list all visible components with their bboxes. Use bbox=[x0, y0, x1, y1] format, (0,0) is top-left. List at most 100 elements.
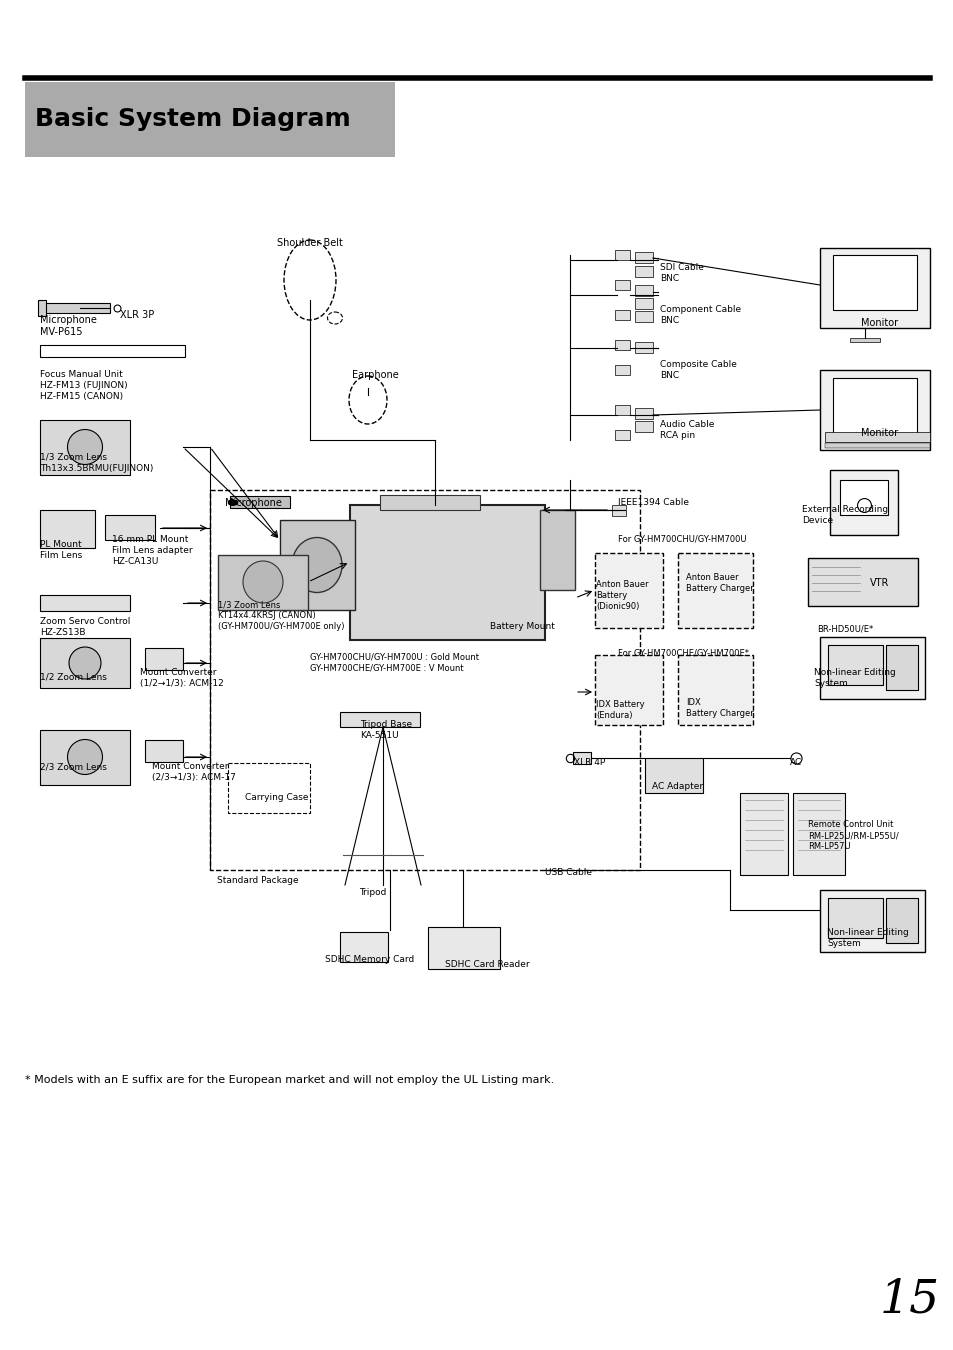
Bar bbox=[615, 340, 629, 350]
Text: Component Cable
BNC: Component Cable BNC bbox=[659, 305, 740, 325]
Bar bbox=[827, 898, 882, 938]
Text: External Recording
Device: External Recording Device bbox=[801, 505, 887, 525]
Bar bbox=[145, 740, 183, 761]
Text: Mount Converter
(1/2→1/3): ACM-12: Mount Converter (1/2→1/3): ACM-12 bbox=[140, 668, 224, 688]
Bar bbox=[635, 421, 652, 432]
Text: Carrying Case: Carrying Case bbox=[245, 792, 308, 802]
Text: Zoom Servo Control
HZ-ZS13B: Zoom Servo Control HZ-ZS13B bbox=[40, 617, 131, 637]
Bar bbox=[615, 279, 629, 290]
Text: AC Adapter: AC Adapter bbox=[652, 782, 702, 791]
Text: XLR 3P: XLR 3P bbox=[120, 310, 154, 320]
Bar bbox=[827, 645, 882, 684]
Text: IEEE1394 Cable: IEEE1394 Cable bbox=[618, 498, 688, 508]
Bar bbox=[635, 252, 652, 263]
Text: SDI Cable
BNC: SDI Cable BNC bbox=[659, 263, 703, 284]
Bar bbox=[615, 250, 629, 261]
Text: * Models with an E suffix are for the European market and will not employ the UL: * Models with an E suffix are for the Eu… bbox=[25, 1075, 554, 1085]
Bar bbox=[539, 510, 575, 590]
Bar bbox=[339, 711, 419, 728]
Bar bbox=[678, 655, 752, 725]
Text: 15: 15 bbox=[879, 1277, 939, 1323]
Text: Remote Control Unit
RM-LP25U/RM-LP55U/
RM-LP57U: Remote Control Unit RM-LP25U/RM-LP55U/ R… bbox=[807, 819, 898, 852]
Bar bbox=[885, 898, 917, 944]
Bar bbox=[210, 490, 639, 869]
Bar bbox=[824, 432, 929, 441]
Bar bbox=[615, 310, 629, 320]
Text: Composite Cable
BNC: Composite Cable BNC bbox=[659, 360, 736, 381]
Bar bbox=[644, 757, 702, 792]
Bar bbox=[595, 554, 662, 628]
Bar bbox=[38, 300, 46, 316]
Text: SDHC Memory Card: SDHC Memory Card bbox=[325, 954, 415, 964]
Bar bbox=[615, 431, 629, 440]
Text: 2/3 Zoom Lens: 2/3 Zoom Lens bbox=[40, 761, 107, 771]
Bar bbox=[228, 763, 310, 813]
Text: 1/3 Zoom Lens
Th13x3.5BRMU(FUJINON): 1/3 Zoom Lens Th13x3.5BRMU(FUJINON) bbox=[40, 454, 153, 472]
Bar bbox=[379, 495, 479, 510]
Bar bbox=[678, 554, 752, 628]
Bar bbox=[824, 443, 929, 448]
Text: Non-linear Editing
System: Non-linear Editing System bbox=[826, 927, 908, 948]
Bar bbox=[740, 792, 787, 875]
Text: XLR 4P: XLR 4P bbox=[574, 757, 604, 767]
Text: Earphone: Earphone bbox=[352, 370, 398, 379]
Text: 1/2 Zoom Lens: 1/2 Zoom Lens bbox=[40, 672, 107, 680]
Ellipse shape bbox=[243, 562, 283, 603]
Bar bbox=[40, 510, 95, 548]
Bar bbox=[832, 378, 916, 433]
Bar bbox=[339, 931, 388, 963]
Text: For GY-HM700CHU/GY-HM700U: For GY-HM700CHU/GY-HM700U bbox=[618, 535, 745, 544]
Text: Mount Converter
(2/3→1/3): ACM-17: Mount Converter (2/3→1/3): ACM-17 bbox=[152, 761, 235, 782]
Text: BR-HD50U/E*: BR-HD50U/E* bbox=[816, 625, 872, 634]
Bar bbox=[635, 298, 652, 309]
Text: AC: AC bbox=[789, 757, 801, 767]
Text: Anton Bauer
Battery
(Dionic90): Anton Bauer Battery (Dionic90) bbox=[596, 580, 648, 612]
Bar bbox=[612, 505, 625, 516]
Bar bbox=[573, 752, 590, 764]
Bar bbox=[840, 481, 887, 514]
Text: SDHC Card Reader: SDHC Card Reader bbox=[444, 960, 529, 969]
Text: GY-HM700CHU/GY-HM700U : Gold Mount
GY-HM700CHE/GY-HM700E : V Mount: GY-HM700CHU/GY-HM700U : Gold Mount GY-HM… bbox=[310, 652, 478, 672]
Bar bbox=[820, 370, 929, 450]
Text: 16 mm PL Mount
Film Lens adapter
HZ-CA13U: 16 mm PL Mount Film Lens adapter HZ-CA13… bbox=[112, 535, 193, 566]
Ellipse shape bbox=[68, 740, 102, 775]
Bar bbox=[885, 645, 917, 690]
Bar bbox=[595, 655, 662, 725]
Bar bbox=[615, 405, 629, 414]
Bar bbox=[820, 890, 924, 952]
Bar bbox=[792, 792, 844, 875]
Text: IDX
Battery Charger: IDX Battery Charger bbox=[685, 698, 753, 718]
Bar bbox=[40, 302, 110, 313]
Bar bbox=[40, 595, 130, 612]
Text: VTR: VTR bbox=[869, 578, 889, 589]
Bar bbox=[145, 648, 183, 670]
Text: Tripod: Tripod bbox=[359, 888, 386, 896]
Ellipse shape bbox=[69, 647, 101, 679]
Ellipse shape bbox=[292, 537, 341, 593]
Text: For GY-HM700CHE/GY-HM700E*: For GY-HM700CHE/GY-HM700E* bbox=[618, 648, 748, 657]
Bar bbox=[635, 342, 652, 352]
Text: 1/3 Zoom Lens
KT14x4.4KRSJ (CANON)
(GY-HM700U/GY-HM700E only): 1/3 Zoom Lens KT14x4.4KRSJ (CANON) (GY-H… bbox=[218, 599, 344, 632]
Bar bbox=[40, 346, 185, 356]
Bar bbox=[849, 338, 879, 342]
Text: USB Cable: USB Cable bbox=[544, 868, 592, 878]
Text: Tripod Base
KA-551U: Tripod Base KA-551U bbox=[359, 720, 412, 740]
Text: Microphone
MV-P615: Microphone MV-P615 bbox=[40, 315, 97, 338]
Text: Monitor: Monitor bbox=[861, 319, 898, 328]
Bar bbox=[829, 470, 897, 535]
Text: Focus Manual Unit
HZ-FM13 (FUJINON)
HZ-FM15 (CANON): Focus Manual Unit HZ-FM13 (FUJINON) HZ-F… bbox=[40, 370, 128, 401]
Bar bbox=[820, 637, 924, 699]
Ellipse shape bbox=[68, 429, 102, 464]
Bar bbox=[635, 285, 652, 296]
Text: Microphone: Microphone bbox=[225, 498, 281, 508]
Text: Battery Mount: Battery Mount bbox=[490, 622, 555, 630]
Bar bbox=[40, 639, 130, 688]
Bar bbox=[25, 82, 395, 157]
Bar bbox=[820, 248, 929, 328]
Bar bbox=[635, 408, 652, 418]
Bar bbox=[230, 495, 290, 508]
Text: Anton Bauer
Battery Charger: Anton Bauer Battery Charger bbox=[685, 572, 753, 593]
Bar bbox=[635, 266, 652, 277]
Text: Audio Cable
RCA pin: Audio Cable RCA pin bbox=[659, 420, 714, 440]
Bar bbox=[832, 255, 916, 310]
